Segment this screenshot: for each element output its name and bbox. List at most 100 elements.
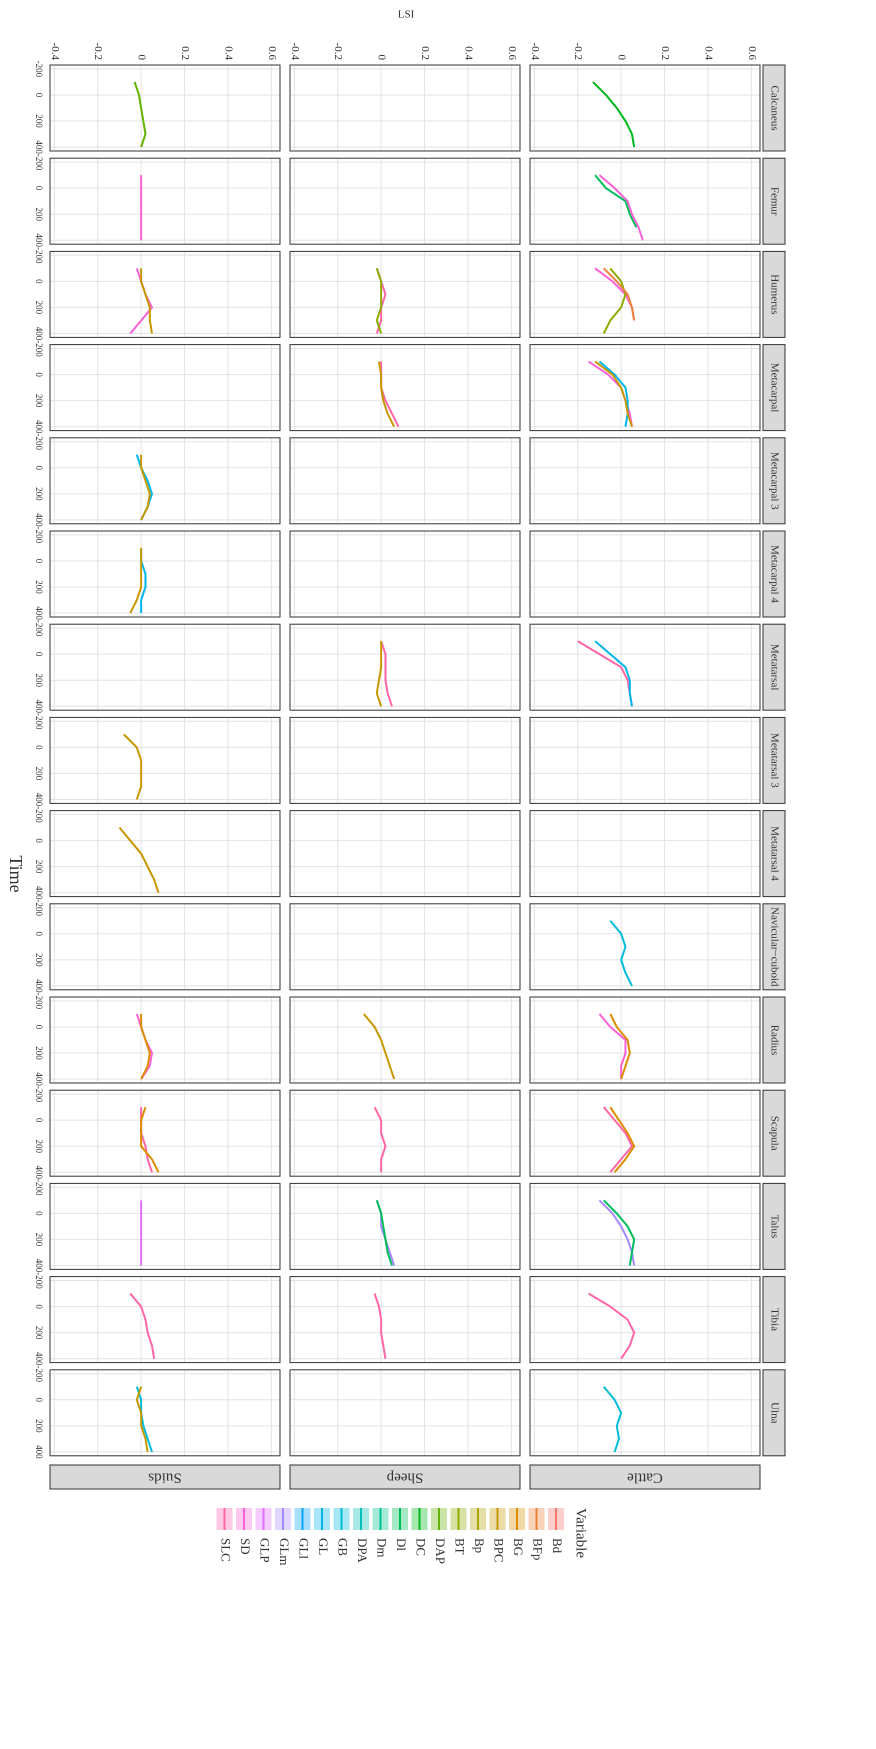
row-label: Suids [148, 1470, 182, 1486]
panel-border [529, 903, 761, 991]
panel-border [529, 157, 761, 245]
x-tick-label: 0 [34, 1025, 44, 1030]
x-tick-label: -200 [34, 899, 44, 916]
x-tick-label: 200 [34, 1419, 44, 1433]
panel-border [49, 250, 281, 338]
x-tick-label: 0 [34, 559, 44, 564]
panel [290, 251, 520, 338]
y-tick-label: -0.4 [289, 43, 301, 61]
panel-border [49, 530, 281, 618]
panel [50, 158, 280, 245]
x-tick-label: 400 [34, 327, 44, 341]
panel [50, 717, 280, 804]
x-tick-label: 200 [34, 394, 44, 408]
x-tick-label: -200 [34, 806, 44, 823]
trend-line [373, 1293, 387, 1359]
panel-border [49, 64, 281, 152]
facet-label: Metatarsal 3 [768, 733, 780, 788]
y-tick-label: 0 [136, 55, 148, 61]
trend-line [118, 826, 160, 894]
x-tick-label: -200 [34, 527, 44, 544]
x-tick-label: 400 [34, 1259, 44, 1273]
panel [50, 997, 280, 1083]
trend-line [609, 1106, 636, 1173]
x-tick-label: 0 [34, 745, 44, 750]
panel [530, 437, 760, 524]
trend-line [609, 920, 633, 987]
trend-line [377, 361, 396, 428]
x-tick-label: 400 [34, 793, 44, 807]
x-tick-label: 200 [34, 767, 44, 781]
trend-line [594, 640, 633, 707]
facet-strip [762, 157, 786, 245]
panel-border [529, 716, 761, 804]
panel [50, 531, 280, 617]
panel [50, 1369, 280, 1456]
trend-line [598, 1013, 627, 1080]
x-tick-label: -200 [34, 1086, 44, 1103]
x-tick-label: 200 [34, 673, 44, 687]
panel [530, 624, 760, 711]
y-tick-label: -0.2 [332, 43, 344, 60]
facet-label: Metacarpal 4 [768, 545, 780, 603]
x-tick-label: 200 [34, 207, 44, 221]
x-tick-label: 400 [34, 1352, 44, 1366]
legend-label: GL [316, 1538, 331, 1555]
panel-border [529, 1182, 761, 1270]
trend-line [380, 640, 393, 707]
panel [530, 810, 760, 897]
trend-line [373, 1106, 387, 1173]
panel [290, 344, 520, 431]
panel [530, 158, 760, 245]
trend-line [598, 360, 629, 427]
facet-strip [762, 64, 786, 152]
panel-border [289, 996, 521, 1084]
x-tick-label: 200 [34, 580, 44, 594]
x-tick-label: 200 [34, 1139, 44, 1153]
panel-border [289, 530, 521, 618]
y-tick-label: 0.2 [179, 46, 191, 60]
panel-border [49, 1089, 281, 1177]
trend-line [140, 454, 151, 521]
panel-border [289, 1276, 521, 1364]
x-tick-label: -200 [34, 620, 44, 637]
x-tick-label: -200 [34, 1272, 44, 1289]
panel [530, 65, 760, 151]
x-tick-label: 400 [34, 606, 44, 620]
panel-border [49, 157, 281, 245]
panel-border [529, 530, 761, 618]
x-tick-label: 0 [34, 1398, 44, 1403]
trend-line [135, 1386, 149, 1453]
trend-line [129, 547, 143, 614]
trend-line [603, 1199, 636, 1266]
y-tick-label: 0.4 [222, 46, 234, 60]
panel [530, 1276, 760, 1363]
legend-label: GLl [297, 1538, 312, 1559]
x-tick-label: 400 [34, 700, 44, 714]
panel [50, 65, 280, 151]
trend-line [594, 174, 638, 228]
panel-border [49, 903, 281, 991]
panel-border [289, 64, 521, 152]
trend-line [123, 733, 143, 800]
panel [50, 251, 280, 338]
panel [530, 251, 760, 338]
x-tick-label: 0 [34, 93, 44, 98]
panel-border [49, 437, 281, 525]
x-tick-label: 400 [34, 140, 44, 154]
row-strip [289, 1464, 521, 1490]
trend-line [135, 1386, 153, 1453]
facet-strip [762, 996, 786, 1084]
trend-line [588, 1292, 636, 1360]
row-strip [49, 1464, 281, 1490]
x-tick-label: 0 [34, 186, 44, 191]
trend-line [592, 81, 636, 148]
x-tick-label: 400 [34, 420, 44, 434]
x-tick-label: 400 [34, 979, 44, 993]
legend-label: BG [511, 1538, 526, 1556]
panel [530, 1090, 760, 1177]
x-tick-label: 400 [34, 886, 44, 900]
panel [530, 997, 760, 1083]
row-label: Cattle [627, 1470, 663, 1486]
x-tick-label: -200 [34, 713, 44, 730]
